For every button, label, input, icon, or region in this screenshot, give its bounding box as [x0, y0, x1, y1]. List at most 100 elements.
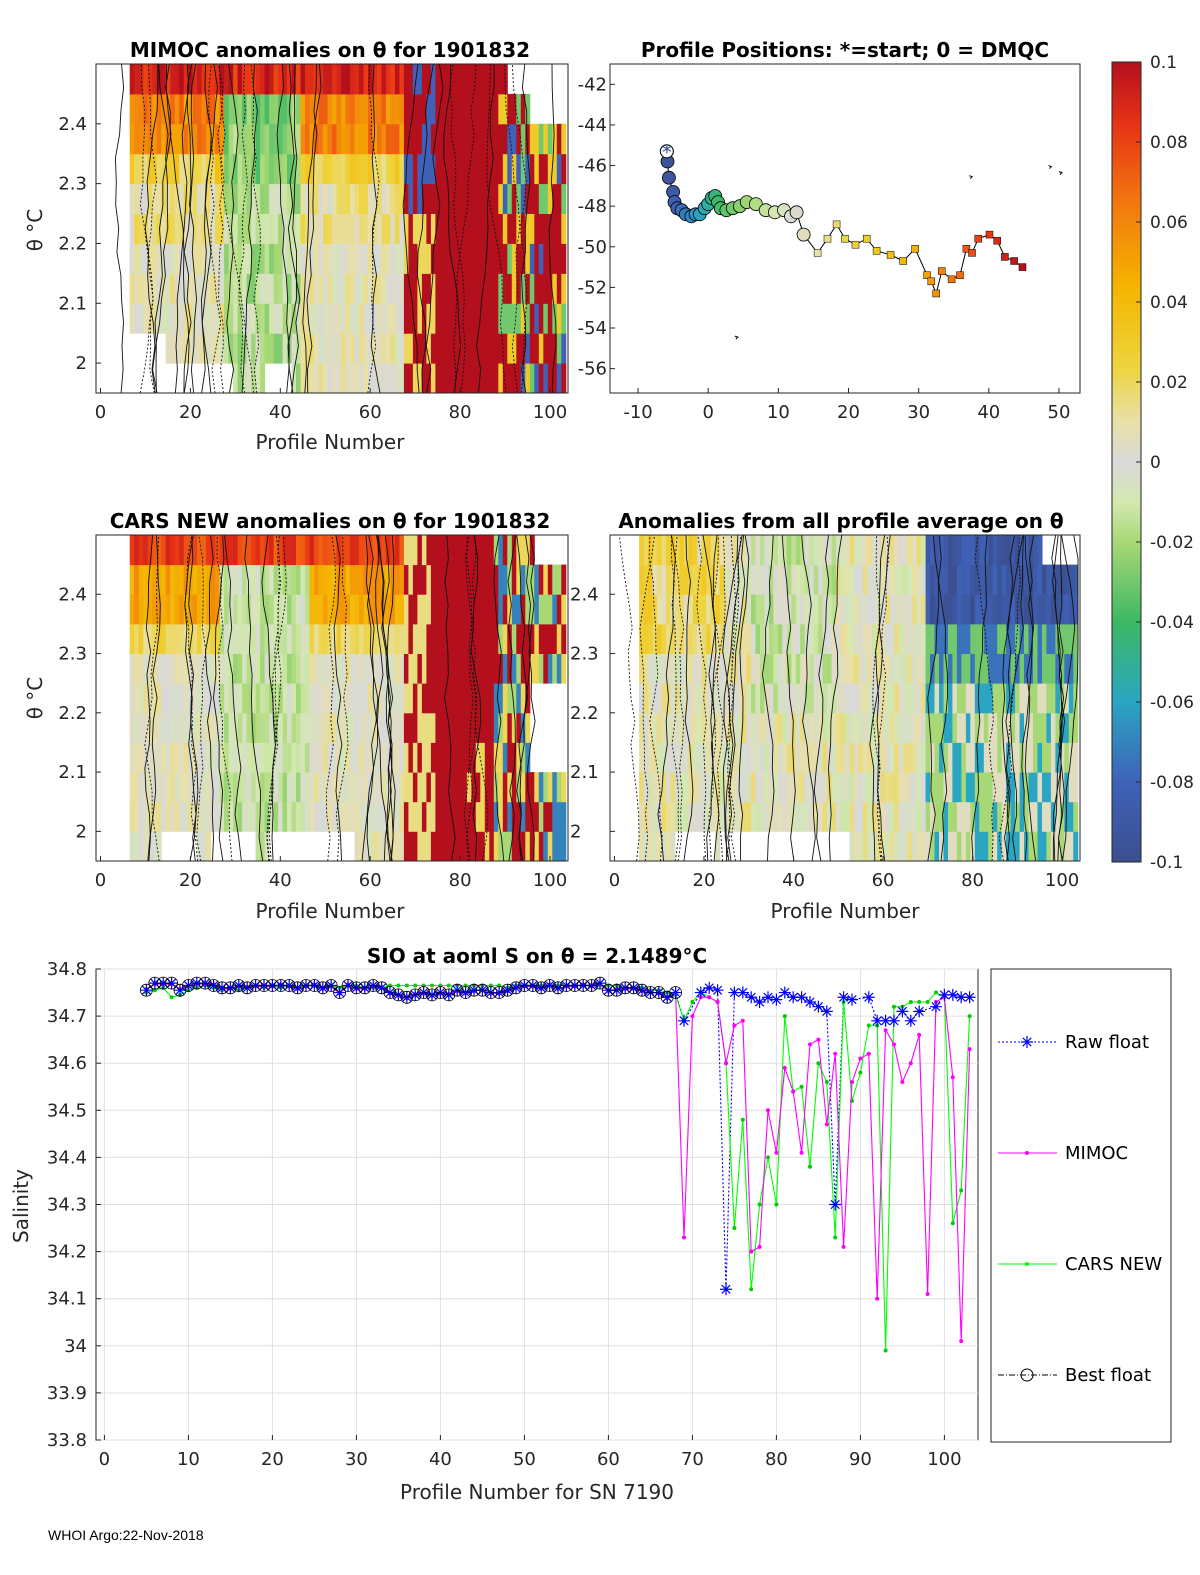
contour-line [648, 534, 663, 862]
heatmap-cell [498, 564, 504, 595]
heatmap-cell [170, 64, 176, 95]
heatmap-cell [804, 742, 810, 773]
best-float-point [593, 976, 607, 990]
heatmap-cell [408, 653, 414, 684]
heatmap-cell [764, 712, 770, 743]
heatmap-cell [561, 243, 567, 274]
heatmap-cell [215, 153, 221, 185]
heatmap-cell [296, 772, 301, 803]
heatmap-cell [403, 831, 409, 862]
heatmap-cell [237, 683, 243, 714]
heatmap-cell [791, 742, 797, 773]
heatmap-cell [943, 653, 949, 684]
heatmap-cell [399, 801, 405, 832]
heatmap-cell [269, 303, 275, 334]
heatmap-cell [394, 123, 400, 155]
heatmap-cell [912, 623, 918, 654]
heatmap-cell [188, 213, 194, 244]
heatmap-cell [359, 712, 364, 743]
heatmap-cell [341, 64, 346, 95]
heatmap-cell [502, 653, 508, 684]
heatmap-cell [520, 564, 526, 595]
contour-line [466, 534, 489, 862]
heatmap-cell [661, 683, 667, 714]
heatmap-cell [255, 594, 261, 625]
heatmap-cell [529, 183, 535, 214]
contour-line [152, 63, 169, 394]
heatmap-cell [287, 153, 292, 185]
heatmap-cell [948, 712, 953, 743]
heatmap-cell [1068, 742, 1074, 773]
heatmap-cell [992, 653, 998, 684]
heatmap-cell [354, 333, 360, 364]
heatmap-cell [408, 712, 414, 743]
heatmap-cell [561, 623, 567, 654]
heatmap-cell [457, 653, 463, 684]
heatmap-cell [152, 213, 158, 244]
heatmap-cell [894, 742, 900, 773]
profile-marker [813, 249, 822, 257]
heatmap-cell [336, 213, 342, 244]
heatmap-cell [242, 772, 248, 803]
heatmap-cell [1010, 594, 1016, 625]
y-tick-label: 2.4 [570, 584, 599, 605]
heatmap-cell [368, 772, 373, 803]
heatmap-cell [849, 683, 855, 714]
heatmap-cell [692, 564, 698, 595]
heatmap-cell [538, 273, 544, 304]
heatmap-cell [210, 243, 216, 274]
raw-float-point [468, 984, 480, 997]
heatmap-cell [1015, 535, 1021, 566]
heatmap-cell [782, 594, 788, 625]
heatmap-cell [206, 213, 212, 244]
heatmap-cell [448, 831, 454, 862]
heatmap-cell [377, 772, 382, 803]
heatmap-cell [183, 273, 189, 304]
heatmap-cell [336, 683, 342, 714]
heatmap-cell [1042, 712, 1047, 743]
heatmap-cell [143, 93, 149, 125]
heatmap-cell [903, 623, 909, 654]
heatmap-cell [134, 213, 140, 244]
heatmap-cell [359, 273, 364, 304]
heatmap-cell [507, 801, 513, 832]
cars-new-point [866, 1023, 871, 1028]
heatmap-cell [688, 623, 694, 654]
heatmap-cell [836, 712, 841, 743]
heatmap-cell [862, 535, 868, 566]
heatmap-cell [444, 363, 450, 394]
heatmap-cell [260, 712, 266, 743]
heatmap-cell [925, 712, 931, 743]
mimoc-point [824, 1122, 829, 1127]
heatmap-cell [742, 801, 747, 832]
heatmap-cell [773, 683, 779, 714]
heatmap-cell [648, 683, 653, 714]
heatmap-cell [471, 333, 477, 364]
heatmap-cell [291, 712, 297, 743]
heatmap-cell [1037, 712, 1043, 743]
raw-float-point [661, 991, 674, 1004]
heatmap-cell [161, 123, 167, 155]
heatmap-cell [854, 535, 859, 566]
heatmap-cell [147, 243, 153, 274]
heatmap-cell [777, 742, 783, 773]
heatmap-cell [666, 801, 671, 832]
heatmap-cell [858, 653, 864, 684]
heatmap-cell [399, 213, 405, 244]
heatmap-cell [165, 303, 171, 334]
heatmap-cell [179, 213, 185, 244]
heatmap-cell [161, 623, 167, 654]
heatmap-cell [1042, 742, 1047, 773]
heatmap-cell [867, 712, 873, 743]
heatmap-cell [165, 243, 171, 274]
heatmap-cell [300, 623, 306, 654]
heatmap-cell [475, 213, 481, 244]
heatmap-cell [147, 742, 153, 773]
heatmap-cell [970, 594, 976, 625]
heatmap-cell [161, 683, 167, 714]
heatmap-cell [706, 653, 712, 684]
heatmap-cell [444, 683, 450, 714]
heatmap-cell [520, 333, 526, 364]
heatmap-cell [219, 64, 225, 95]
contour-line [453, 63, 477, 394]
